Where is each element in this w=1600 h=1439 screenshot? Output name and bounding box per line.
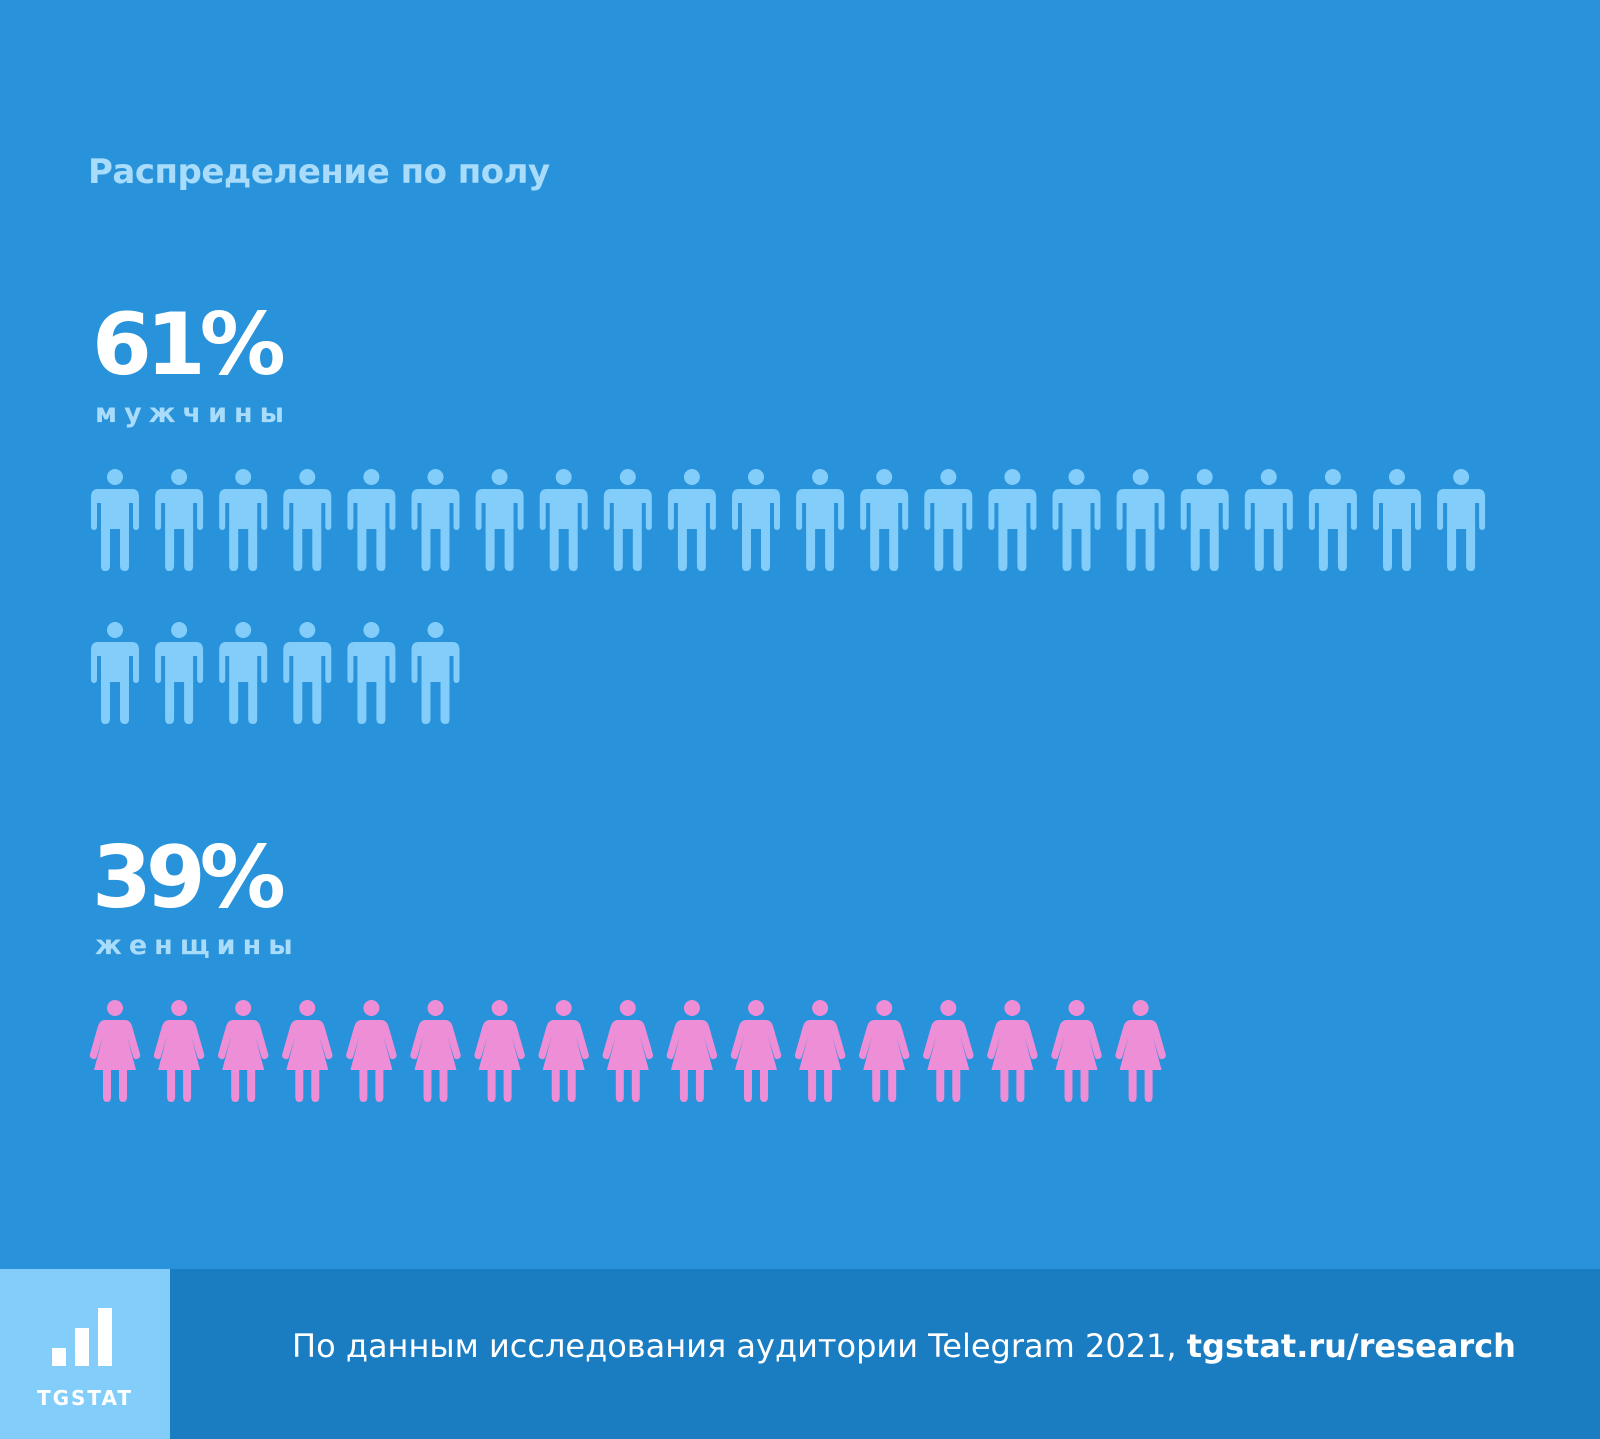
woman-icon <box>730 1000 782 1102</box>
man-icon <box>988 469 1037 571</box>
woman-icon <box>923 1000 974 1102</box>
woman-icon <box>474 1000 525 1102</box>
man-icon <box>796 469 845 571</box>
woman-icon <box>538 1000 589 1102</box>
footer-bar: TGSTAT По данным исследования аудитории … <box>0 1269 1600 1439</box>
man-icon <box>475 469 524 571</box>
woman-icon <box>153 1000 205 1102</box>
man-icon <box>924 469 973 571</box>
woman-icon <box>987 1000 1038 1102</box>
woman-icon <box>1051 1000 1102 1102</box>
man-icon <box>1052 469 1101 571</box>
man-icon <box>347 469 396 571</box>
chart-title: Распределение по полу <box>88 152 550 192</box>
bar-chart-icon <box>52 1308 112 1366</box>
logo-box[interactable]: TGSTAT <box>0 1269 170 1439</box>
men-percent: 61% <box>92 295 286 395</box>
man-icon <box>219 622 268 724</box>
women-percent: 39% <box>92 828 286 928</box>
woman-icon <box>282 1000 333 1102</box>
man-icon <box>1244 469 1293 571</box>
footer-source-text: По данным исследования аудитории Telegra… <box>292 1327 1177 1365</box>
man-icon <box>603 469 652 571</box>
man-icon <box>91 622 139 724</box>
man-icon <box>1373 469 1421 571</box>
man-icon <box>539 469 588 571</box>
man-icon <box>667 469 716 571</box>
logo-text: TGSTAT <box>36 1386 134 1410</box>
woman-icon <box>1115 1000 1166 1102</box>
man-icon <box>347 622 396 724</box>
woman-icon <box>794 1000 846 1102</box>
man-icon <box>155 469 204 571</box>
man-icon <box>732 469 780 571</box>
man-icon <box>1116 469 1165 571</box>
footer-link[interactable]: tgstat.ru/research <box>1186 1327 1516 1365</box>
man-icon <box>860 469 909 571</box>
man-icon <box>155 622 204 724</box>
man-icon <box>219 469 268 571</box>
man-icon <box>1437 469 1486 571</box>
women-label: женщины <box>95 930 300 961</box>
man-icon <box>91 469 139 571</box>
woman-icon <box>666 1000 718 1102</box>
man-icon <box>283 622 332 724</box>
woman-icon <box>89 1000 141 1102</box>
man-icon <box>1180 469 1229 571</box>
woman-icon <box>410 1000 461 1102</box>
men-label: мужчины <box>95 398 292 429</box>
man-icon <box>283 469 332 571</box>
footer-source: По данным исследования аудитории Telegra… <box>292 1327 1516 1365</box>
woman-icon <box>602 1000 653 1102</box>
man-icon <box>411 622 460 724</box>
man-icon <box>411 469 460 571</box>
woman-icon <box>859 1000 910 1102</box>
woman-icon <box>218 1000 269 1102</box>
man-icon <box>1308 469 1357 571</box>
woman-icon <box>346 1000 397 1102</box>
